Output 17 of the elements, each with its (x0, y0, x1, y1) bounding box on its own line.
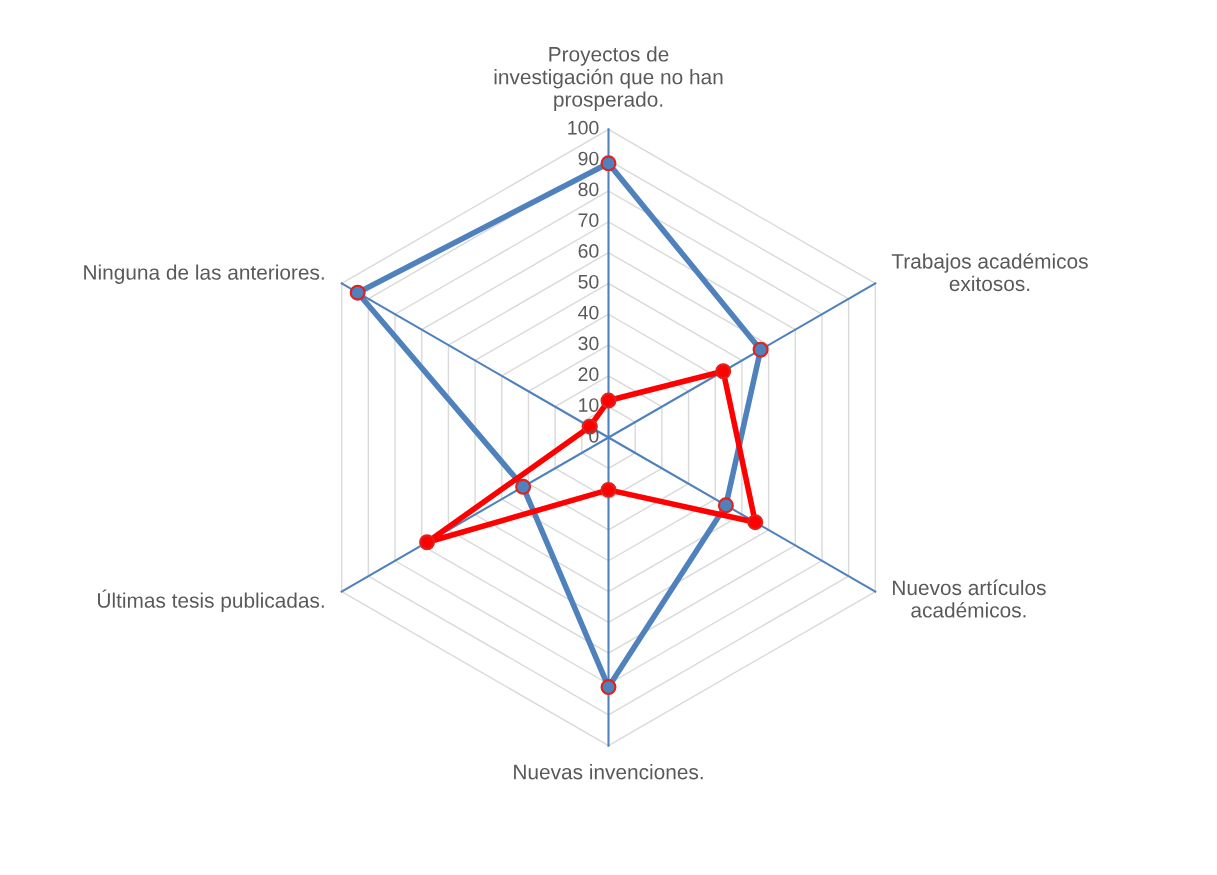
y-tick-label: 30 (578, 336, 599, 351)
y-tick-label: 40 (578, 305, 599, 320)
spoke-label: Trabajos académicos exitosos. (891, 253, 1088, 292)
y-tick-label: 100 (568, 120, 599, 135)
y-tick-label: 90 (578, 151, 599, 166)
spoke-label: Proyectos de investigación que no han prosperado. (494, 46, 723, 111)
spoke-label: Nuevas invenciones. (514, 764, 703, 780)
spoke-label: Ninguna de las anteriores. (84, 264, 324, 284)
y-tick-label: 0 (589, 428, 599, 443)
y-tick-label: 50 (578, 274, 599, 289)
y-tick-label: 80 (578, 182, 599, 197)
y-tick-label: 70 (578, 213, 599, 228)
spoke-label: Últimas tesis publicadas. (98, 589, 324, 612)
y-tick-label: 20 (578, 367, 599, 382)
y-tick-label: 10 (579, 398, 599, 412)
spoke-label: Nuevos artículos académicos. (893, 579, 1046, 618)
y-tick-label: 60 (578, 244, 599, 258)
